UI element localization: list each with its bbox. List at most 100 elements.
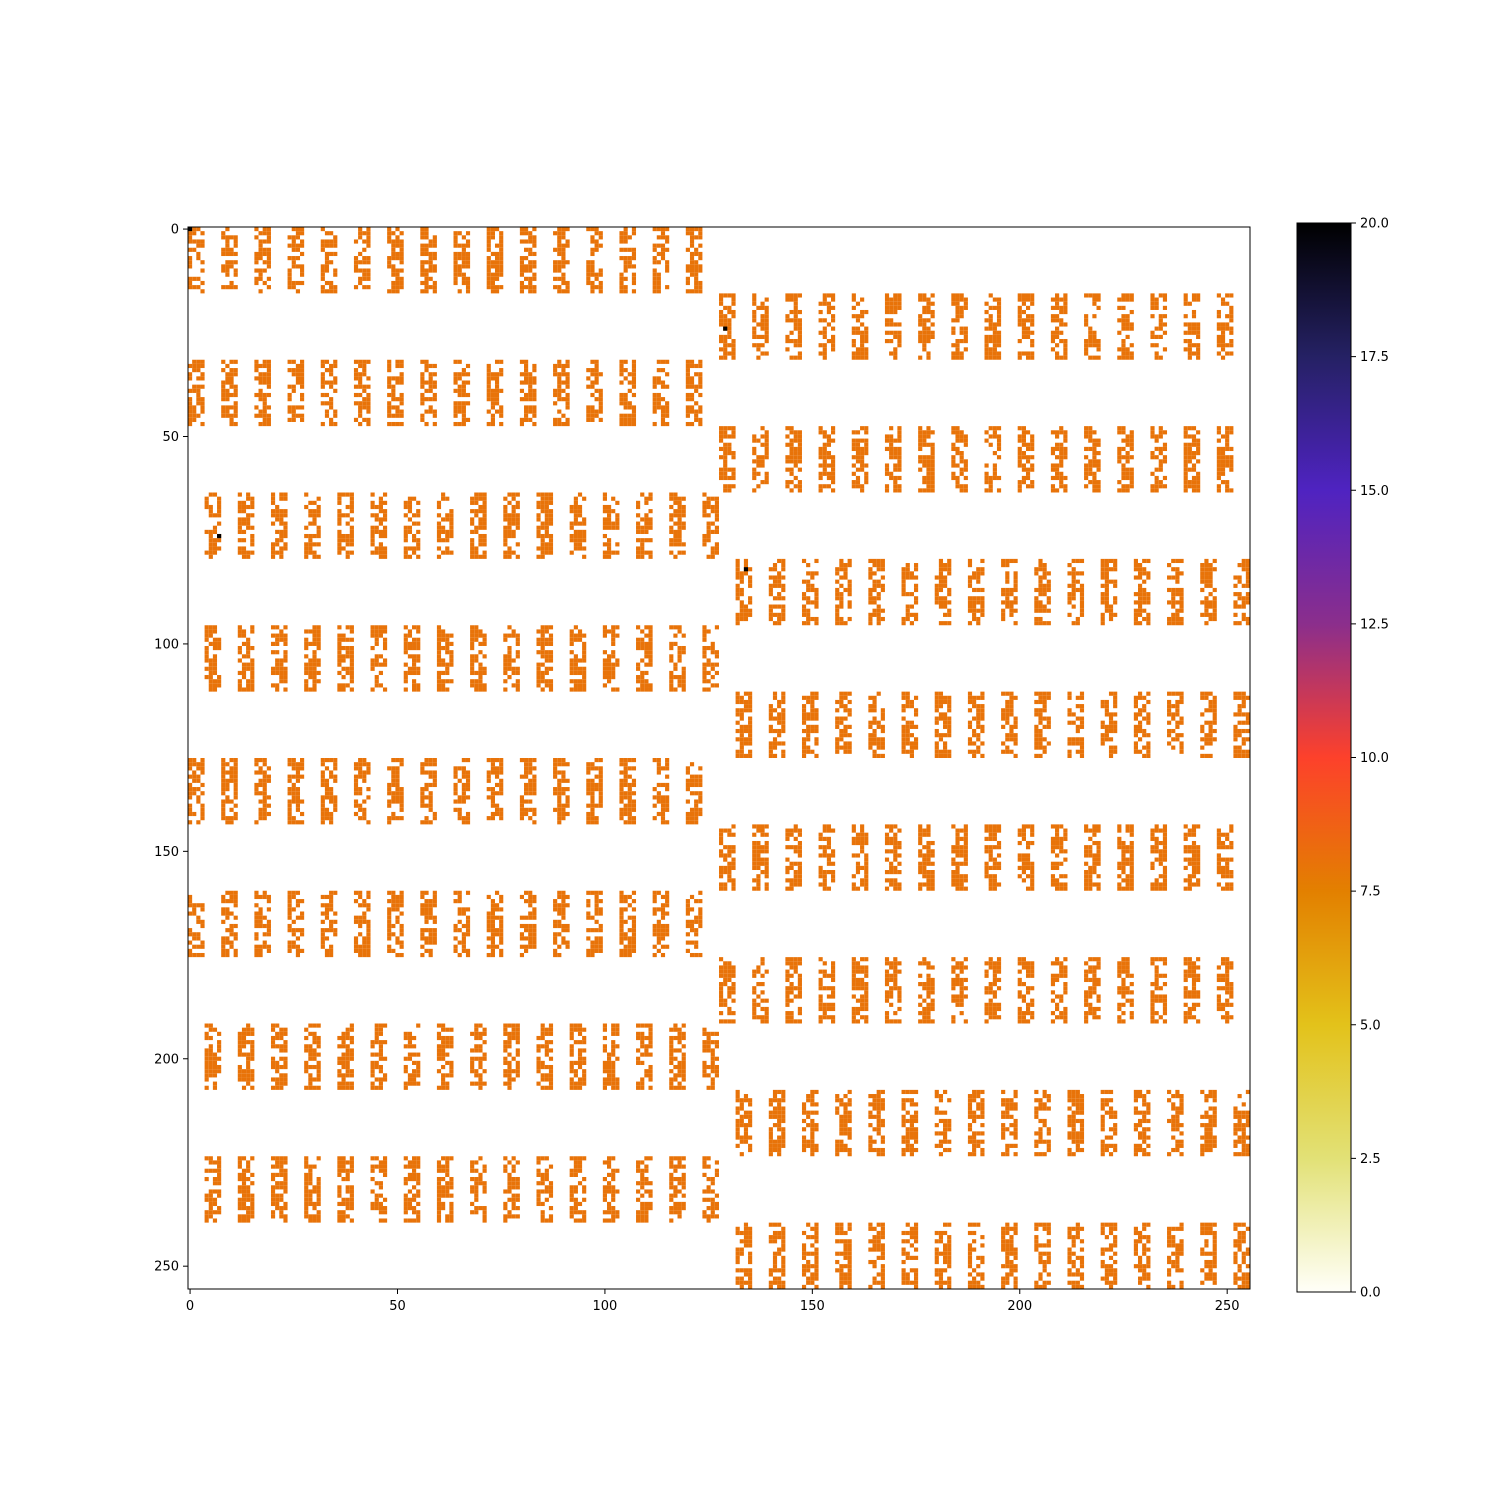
heatmap-cell bbox=[752, 301, 757, 306]
heatmap-cell bbox=[665, 264, 670, 269]
heatmap-cell bbox=[714, 625, 719, 630]
heatmap-cell bbox=[851, 305, 856, 310]
heatmap-cell bbox=[797, 330, 802, 335]
heatmap-cell bbox=[416, 513, 421, 518]
heatmap-cell bbox=[312, 633, 317, 638]
heatmap-cell bbox=[320, 392, 325, 398]
heatmap-cell bbox=[926, 309, 931, 315]
heatmap-cell bbox=[287, 405, 292, 410]
heatmap-cell bbox=[1133, 558, 1138, 564]
heatmap-cell bbox=[208, 529, 213, 534]
heatmap-cell bbox=[860, 314, 865, 319]
heatmap-cell bbox=[582, 654, 587, 659]
heatmap-cell bbox=[561, 397, 566, 402]
heatmap-cell bbox=[631, 376, 637, 381]
heatmap-cell bbox=[727, 484, 732, 489]
heatmap-cell bbox=[1233, 592, 1238, 597]
heatmap-cell bbox=[611, 662, 616, 667]
heatmap-cell bbox=[192, 231, 197, 236]
heatmap-cell bbox=[835, 567, 840, 572]
heatmap-cell bbox=[943, 753, 948, 758]
heatmap-cell bbox=[536, 504, 541, 510]
heatmap-cell bbox=[382, 529, 388, 534]
heatmap-cell bbox=[548, 542, 554, 547]
heatmap-cell bbox=[345, 504, 350, 510]
heatmap-cell bbox=[922, 293, 927, 298]
heatmap-cell bbox=[1208, 704, 1213, 709]
heatmap-cell bbox=[918, 446, 923, 452]
heatmap-cell bbox=[922, 434, 927, 439]
heatmap-cell bbox=[1104, 579, 1109, 584]
heatmap-cell bbox=[735, 616, 740, 622]
heatmap-cell bbox=[851, 471, 856, 476]
heatmap-cell bbox=[196, 256, 201, 261]
heatmap-cell bbox=[889, 426, 894, 431]
heatmap-cell bbox=[943, 741, 948, 746]
heatmap-cell bbox=[212, 492, 218, 497]
heatmap-cell bbox=[719, 318, 724, 323]
heatmap-cell bbox=[478, 496, 483, 501]
heatmap-cell bbox=[901, 571, 906, 576]
heatmap-cell bbox=[1025, 459, 1031, 464]
heatmap-cell bbox=[565, 376, 570, 381]
heatmap-cell bbox=[1183, 330, 1188, 335]
heatmap-cell bbox=[329, 243, 334, 248]
heatmap-cell bbox=[992, 305, 997, 310]
heatmap-cell bbox=[432, 397, 437, 402]
heatmap-cell bbox=[897, 459, 902, 464]
heatmap-cell bbox=[623, 421, 628, 427]
heatmap-cell bbox=[279, 496, 284, 501]
heatmap-cell bbox=[577, 683, 583, 688]
heatmap-cell bbox=[781, 708, 786, 713]
heatmap-cell bbox=[1183, 293, 1188, 298]
heatmap-cell bbox=[1245, 621, 1250, 626]
heatmap-cell bbox=[897, 463, 902, 468]
heatmap-cell bbox=[557, 380, 562, 385]
heatmap-cell bbox=[291, 264, 296, 269]
heatmap-cell bbox=[399, 421, 404, 427]
heatmap-cell bbox=[445, 533, 450, 539]
heatmap-cell bbox=[806, 600, 811, 605]
heatmap-cell bbox=[797, 467, 802, 472]
heatmap-cell bbox=[362, 359, 367, 364]
heatmap-cell bbox=[627, 417, 632, 422]
heatmap-cell bbox=[1117, 459, 1122, 464]
heatmap-cell bbox=[573, 633, 578, 638]
heatmap-cell bbox=[1042, 695, 1047, 700]
heatmap-cell bbox=[1191, 434, 1197, 439]
heatmap-cell bbox=[1216, 339, 1221, 344]
heatmap-cell bbox=[270, 683, 276, 688]
heatmap-cell bbox=[1187, 351, 1192, 356]
heatmap-cell bbox=[922, 347, 927, 352]
heatmap-cell bbox=[1067, 612, 1072, 617]
heatmap-cell bbox=[287, 276, 292, 281]
heatmap-cell bbox=[1208, 724, 1213, 729]
heatmap-cell bbox=[785, 339, 790, 344]
heatmap-cell bbox=[1100, 616, 1105, 622]
heatmap-cell bbox=[524, 239, 529, 244]
heatmap-cell bbox=[972, 741, 977, 746]
heatmap-cell bbox=[366, 409, 371, 414]
heatmap-cell bbox=[1191, 343, 1197, 348]
heatmap-cell bbox=[499, 285, 504, 290]
heatmap-cell bbox=[723, 467, 728, 472]
heatmap-cell bbox=[843, 587, 848, 593]
heatmap-cell bbox=[656, 235, 661, 240]
heatmap-cell bbox=[710, 546, 715, 551]
heatmap-cell bbox=[208, 550, 213, 555]
heatmap-cell bbox=[1030, 438, 1035, 443]
heatmap-cell bbox=[1212, 596, 1217, 601]
heatmap-cell bbox=[938, 563, 944, 568]
heatmap-cell bbox=[1162, 459, 1168, 464]
heatmap-cell bbox=[652, 268, 657, 273]
heatmap-cell bbox=[640, 538, 645, 543]
heatmap-cell bbox=[582, 533, 587, 539]
heatmap-cell bbox=[1088, 293, 1093, 298]
heatmap-cell bbox=[1121, 471, 1126, 476]
heatmap-cell bbox=[441, 683, 446, 688]
heatmap-cell bbox=[300, 368, 305, 373]
heatmap-cell bbox=[366, 401, 371, 406]
heatmap-cell bbox=[416, 542, 421, 547]
heatmap-cell bbox=[1013, 596, 1018, 601]
heatmap-cell bbox=[847, 741, 852, 746]
